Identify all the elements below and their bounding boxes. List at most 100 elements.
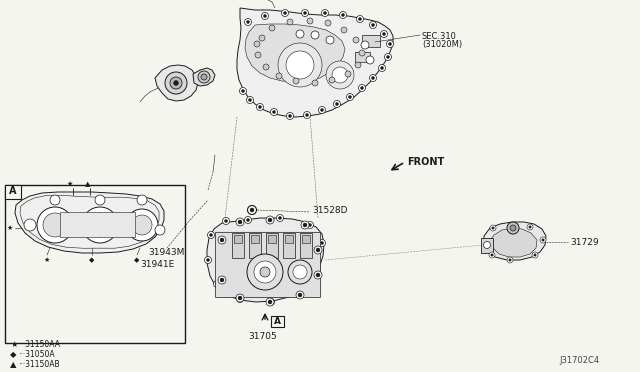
Circle shape (269, 301, 273, 304)
Circle shape (371, 77, 374, 80)
Text: 31729: 31729 (570, 237, 598, 247)
Bar (60, 212, 135, 237)
Circle shape (301, 221, 309, 229)
Circle shape (248, 205, 257, 215)
Bar (285, 235, 293, 243)
Circle shape (201, 74, 207, 80)
Circle shape (82, 207, 118, 243)
Circle shape (287, 112, 294, 119)
Circle shape (305, 113, 308, 116)
Text: ▲: ▲ (85, 181, 91, 187)
Polygon shape (491, 228, 537, 257)
Circle shape (381, 31, 387, 38)
Bar (232, 233, 244, 258)
Circle shape (316, 248, 320, 252)
Circle shape (286, 51, 314, 79)
Circle shape (333, 100, 340, 108)
Circle shape (293, 265, 307, 279)
Bar (355, 52, 370, 62)
Text: A: A (9, 186, 17, 196)
Circle shape (360, 87, 364, 90)
Circle shape (303, 12, 307, 15)
Circle shape (236, 218, 244, 226)
Text: FRONT: FRONT (407, 157, 444, 167)
Circle shape (37, 207, 73, 243)
Circle shape (236, 294, 244, 302)
Circle shape (355, 62, 361, 68)
Polygon shape (207, 218, 324, 302)
Circle shape (264, 15, 266, 17)
Circle shape (371, 23, 374, 26)
Circle shape (527, 224, 533, 230)
Text: 31943M: 31943M (148, 248, 184, 257)
Circle shape (284, 12, 287, 15)
Polygon shape (484, 222, 546, 260)
Circle shape (319, 106, 326, 113)
Bar (283, 233, 295, 258)
Circle shape (218, 276, 226, 284)
Circle shape (321, 10, 328, 16)
Circle shape (359, 50, 365, 56)
Circle shape (269, 25, 275, 31)
Circle shape (316, 273, 320, 277)
Circle shape (329, 77, 335, 83)
Text: (31020M): (31020M) (422, 40, 462, 49)
Circle shape (509, 259, 511, 261)
Circle shape (387, 55, 390, 58)
Bar (215, 232, 320, 297)
Circle shape (314, 246, 322, 254)
Circle shape (244, 19, 252, 26)
Circle shape (173, 80, 179, 86)
Circle shape (241, 90, 244, 93)
Circle shape (207, 231, 214, 238)
Circle shape (308, 224, 312, 227)
Circle shape (273, 110, 275, 113)
Circle shape (490, 225, 496, 231)
Bar (271, 316, 284, 327)
Circle shape (263, 64, 269, 70)
Circle shape (246, 218, 250, 221)
Text: 31705: 31705 (248, 332, 277, 341)
Circle shape (361, 41, 369, 49)
Circle shape (341, 27, 347, 33)
Polygon shape (237, 8, 393, 117)
Circle shape (24, 219, 36, 231)
Circle shape (507, 257, 513, 263)
Polygon shape (193, 68, 215, 86)
Circle shape (254, 261, 276, 283)
Circle shape (262, 13, 269, 19)
Bar (300, 233, 312, 258)
Circle shape (307, 221, 314, 228)
Circle shape (257, 103, 264, 110)
Text: SEC.310: SEC.310 (422, 32, 457, 41)
Circle shape (237, 295, 243, 302)
Text: ★: ★ (10, 340, 17, 349)
Circle shape (255, 52, 261, 58)
Polygon shape (155, 65, 198, 101)
Circle shape (155, 225, 165, 235)
Circle shape (507, 222, 519, 234)
Circle shape (165, 72, 187, 94)
Circle shape (271, 109, 278, 115)
Text: A: A (273, 317, 280, 326)
Circle shape (289, 115, 291, 118)
Circle shape (278, 217, 282, 219)
Circle shape (216, 282, 218, 285)
Circle shape (325, 20, 331, 26)
Bar (251, 235, 259, 243)
Circle shape (342, 13, 344, 16)
Circle shape (358, 84, 365, 92)
Bar (5, 185, 21, 199)
Circle shape (532, 252, 538, 258)
Circle shape (358, 17, 362, 20)
Circle shape (339, 12, 346, 19)
Bar (234, 235, 242, 243)
Circle shape (239, 87, 246, 94)
Circle shape (326, 61, 354, 89)
Circle shape (345, 71, 351, 77)
Polygon shape (245, 24, 345, 82)
Circle shape (268, 300, 272, 304)
Circle shape (326, 36, 334, 44)
Circle shape (246, 20, 250, 23)
Text: ★: ★ (67, 181, 73, 187)
